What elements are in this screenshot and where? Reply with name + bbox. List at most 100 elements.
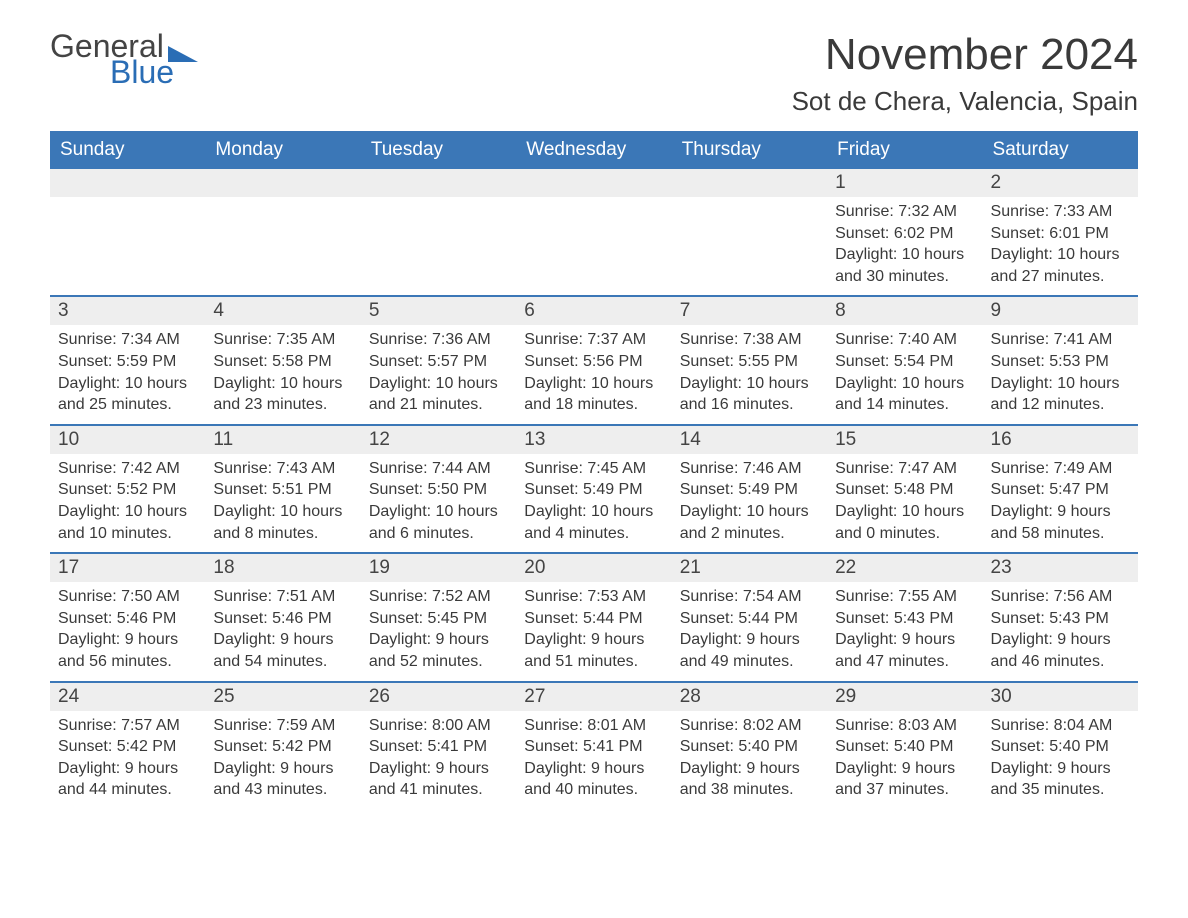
day-number	[516, 169, 671, 197]
dl1-line: Daylight: 9 hours	[524, 758, 663, 780]
weekday-header: Friday	[827, 131, 982, 169]
sunset-line: Sunset: 5:59 PM	[58, 351, 197, 373]
day-details: Sunrise: 7:40 AMSunset: 5:54 PMDaylight:…	[827, 325, 982, 423]
day-details: Sunrise: 7:38 AMSunset: 5:55 PMDaylight:…	[672, 325, 827, 423]
sunrise-line: Sunrise: 7:47 AM	[835, 458, 974, 480]
sunset-line: Sunset: 6:01 PM	[991, 223, 1130, 245]
calendar-cell: 27Sunrise: 8:01 AMSunset: 5:41 PMDayligh…	[516, 683, 671, 809]
sunrise-line: Sunrise: 7:32 AM	[835, 201, 974, 223]
day-details: Sunrise: 8:00 AMSunset: 5:41 PMDaylight:…	[361, 711, 516, 809]
dl1-line: Daylight: 10 hours	[835, 373, 974, 395]
dl2-line: and 56 minutes.	[58, 651, 197, 673]
day-details: Sunrise: 8:02 AMSunset: 5:40 PMDaylight:…	[672, 711, 827, 809]
sunset-line: Sunset: 5:40 PM	[991, 736, 1130, 758]
day-number: 21	[672, 554, 827, 582]
sunrise-line: Sunrise: 7:56 AM	[991, 586, 1130, 608]
day-number: 18	[205, 554, 360, 582]
day-details: Sunrise: 7:44 AMSunset: 5:50 PMDaylight:…	[361, 454, 516, 552]
day-details: Sunrise: 7:51 AMSunset: 5:46 PMDaylight:…	[205, 582, 360, 680]
calendar-cell: 13Sunrise: 7:45 AMSunset: 5:49 PMDayligh…	[516, 426, 671, 552]
day-details: Sunrise: 7:37 AMSunset: 5:56 PMDaylight:…	[516, 325, 671, 423]
sunrise-line: Sunrise: 7:38 AM	[680, 329, 819, 351]
calendar-cell: 10Sunrise: 7:42 AMSunset: 5:52 PMDayligh…	[50, 426, 205, 552]
day-number: 27	[516, 683, 671, 711]
day-number	[50, 169, 205, 197]
dl2-line: and 40 minutes.	[524, 779, 663, 801]
day-number: 29	[827, 683, 982, 711]
day-details: Sunrise: 7:32 AMSunset: 6:02 PMDaylight:…	[827, 197, 982, 295]
day-number: 26	[361, 683, 516, 711]
dl1-line: Daylight: 9 hours	[58, 629, 197, 651]
day-number: 12	[361, 426, 516, 454]
calendar-cell: 7Sunrise: 7:38 AMSunset: 5:55 PMDaylight…	[672, 297, 827, 423]
day-details: Sunrise: 7:43 AMSunset: 5:51 PMDaylight:…	[205, 454, 360, 552]
calendar-cell-empty	[205, 169, 360, 295]
sunset-line: Sunset: 5:50 PM	[369, 479, 508, 501]
dl2-line: and 52 minutes.	[369, 651, 508, 673]
sunrise-line: Sunrise: 7:51 AM	[213, 586, 352, 608]
sunrise-line: Sunrise: 8:03 AM	[835, 715, 974, 737]
dl1-line: Daylight: 10 hours	[524, 501, 663, 523]
day-number: 11	[205, 426, 360, 454]
dl1-line: Daylight: 9 hours	[991, 758, 1130, 780]
dl1-line: Daylight: 9 hours	[524, 629, 663, 651]
day-number: 17	[50, 554, 205, 582]
day-number	[672, 169, 827, 197]
day-details: Sunrise: 7:50 AMSunset: 5:46 PMDaylight:…	[50, 582, 205, 680]
sunset-line: Sunset: 5:57 PM	[369, 351, 508, 373]
day-number: 5	[361, 297, 516, 325]
dl1-line: Daylight: 10 hours	[213, 501, 352, 523]
day-details: Sunrise: 7:47 AMSunset: 5:48 PMDaylight:…	[827, 454, 982, 552]
dl1-line: Daylight: 9 hours	[213, 758, 352, 780]
day-details: Sunrise: 7:33 AMSunset: 6:01 PMDaylight:…	[983, 197, 1138, 295]
month-title: November 2024	[792, 30, 1138, 80]
sunset-line: Sunset: 5:55 PM	[680, 351, 819, 373]
calendar-cell-empty	[516, 169, 671, 295]
day-details: Sunrise: 7:35 AMSunset: 5:58 PMDaylight:…	[205, 325, 360, 423]
calendar-cell: 12Sunrise: 7:44 AMSunset: 5:50 PMDayligh…	[361, 426, 516, 552]
calendar-cell: 14Sunrise: 7:46 AMSunset: 5:49 PMDayligh…	[672, 426, 827, 552]
day-number: 1	[827, 169, 982, 197]
weekday-header: Wednesday	[516, 131, 671, 169]
dl2-line: and 43 minutes.	[213, 779, 352, 801]
week-row: 3Sunrise: 7:34 AMSunset: 5:59 PMDaylight…	[50, 295, 1138, 423]
dl2-line: and 37 minutes.	[835, 779, 974, 801]
calendar-cell: 11Sunrise: 7:43 AMSunset: 5:51 PMDayligh…	[205, 426, 360, 552]
dl2-line: and 25 minutes.	[58, 394, 197, 416]
sunset-line: Sunset: 5:51 PM	[213, 479, 352, 501]
day-number: 19	[361, 554, 516, 582]
logo: General Blue	[50, 30, 198, 88]
dl2-line: and 35 minutes.	[991, 779, 1130, 801]
sunset-line: Sunset: 5:52 PM	[58, 479, 197, 501]
sunset-line: Sunset: 5:40 PM	[835, 736, 974, 758]
sunrise-line: Sunrise: 7:37 AM	[524, 329, 663, 351]
sunrise-line: Sunrise: 8:00 AM	[369, 715, 508, 737]
day-number: 25	[205, 683, 360, 711]
day-details: Sunrise: 7:55 AMSunset: 5:43 PMDaylight:…	[827, 582, 982, 680]
calendar-cell: 19Sunrise: 7:52 AMSunset: 5:45 PMDayligh…	[361, 554, 516, 680]
dl1-line: Daylight: 9 hours	[835, 629, 974, 651]
sunset-line: Sunset: 5:42 PM	[58, 736, 197, 758]
calendar-cell: 2Sunrise: 7:33 AMSunset: 6:01 PMDaylight…	[983, 169, 1138, 295]
day-details: Sunrise: 7:59 AMSunset: 5:42 PMDaylight:…	[205, 711, 360, 809]
day-number: 22	[827, 554, 982, 582]
calendar-cell: 15Sunrise: 7:47 AMSunset: 5:48 PMDayligh…	[827, 426, 982, 552]
calendar-cell: 17Sunrise: 7:50 AMSunset: 5:46 PMDayligh…	[50, 554, 205, 680]
dl2-line: and 8 minutes.	[213, 523, 352, 545]
day-details: Sunrise: 7:46 AMSunset: 5:49 PMDaylight:…	[672, 454, 827, 552]
day-details: Sunrise: 7:45 AMSunset: 5:49 PMDaylight:…	[516, 454, 671, 552]
title-block: November 2024 Sot de Chera, Valencia, Sp…	[792, 30, 1138, 117]
sunset-line: Sunset: 5:56 PM	[524, 351, 663, 373]
calendar-cell: 29Sunrise: 8:03 AMSunset: 5:40 PMDayligh…	[827, 683, 982, 809]
sunset-line: Sunset: 5:44 PM	[524, 608, 663, 630]
sunset-line: Sunset: 5:47 PM	[991, 479, 1130, 501]
dl1-line: Daylight: 9 hours	[680, 758, 819, 780]
sunrise-line: Sunrise: 7:45 AM	[524, 458, 663, 480]
calendar-cell: 26Sunrise: 8:00 AMSunset: 5:41 PMDayligh…	[361, 683, 516, 809]
dl1-line: Daylight: 10 hours	[991, 244, 1130, 266]
calendar-cell: 22Sunrise: 7:55 AMSunset: 5:43 PMDayligh…	[827, 554, 982, 680]
sunrise-line: Sunrise: 7:36 AM	[369, 329, 508, 351]
weekday-header: Saturday	[983, 131, 1138, 169]
sunrise-line: Sunrise: 7:53 AM	[524, 586, 663, 608]
day-details: Sunrise: 7:54 AMSunset: 5:44 PMDaylight:…	[672, 582, 827, 680]
